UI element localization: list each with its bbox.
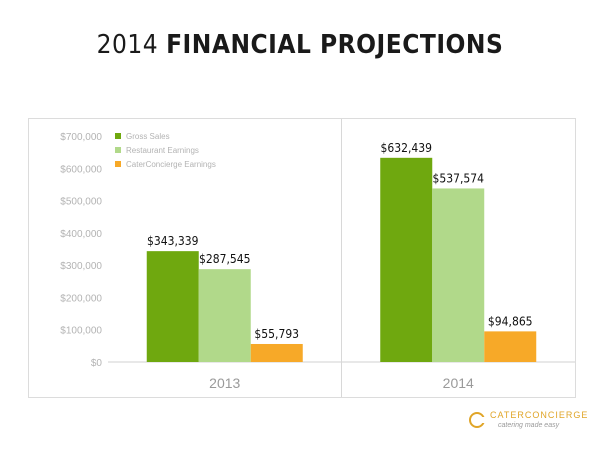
bar [250, 343, 303, 362]
legend-label: CaterConcierge Earnings [126, 160, 216, 169]
brand-tagline: catering made easy [498, 422, 560, 429]
y-tick-label: $600,000 [60, 164, 102, 175]
y-tick-label: $200,000 [60, 293, 102, 304]
bar [146, 251, 199, 362]
data-label: $287,545 [199, 252, 251, 266]
legend-label: Restaurant Earnings [126, 146, 199, 155]
page-title: 2014 FINANCIAL PROJECTIONS [0, 30, 600, 60]
data-label: $537,574 [433, 171, 485, 185]
data-label: $632,439 [381, 141, 433, 155]
legend-label: Gross Sales [126, 132, 170, 141]
y-tick-label: $700,000 [60, 132, 102, 143]
chart-frame: $0 $100,000 $200,000 $300,000 $400,000 $500,0… [28, 118, 576, 398]
bar [198, 269, 251, 362]
bar-chart: $0 $100,000 $200,000 $300,000 $400,000 $500,0… [60, 119, 575, 397]
x-tick-label: 2013 [209, 375, 240, 391]
y-tick-label: $500,000 [60, 197, 102, 208]
title-year: 2014 [96, 30, 159, 60]
y-tick-label: $400,000 [60, 229, 102, 240]
brand-name: CATERCONCIERGE [490, 410, 589, 420]
legend-swatch [115, 161, 121, 167]
y-tick-label: $100,000 [60, 326, 102, 337]
brand-mark-icon [469, 412, 486, 428]
data-label: $55,793 [254, 327, 299, 341]
data-label: $343,339 [147, 234, 199, 248]
legend-swatch [115, 133, 121, 139]
y-tick-label: $0 [91, 358, 103, 369]
brand-logo: CATERCONCIERGE catering made easy [468, 408, 587, 436]
legend-swatch [115, 147, 121, 153]
bar [432, 188, 485, 362]
data-label: $94,865 [488, 314, 533, 328]
title-text: FINANCIAL PROJECTIONS [166, 30, 504, 60]
bar [380, 157, 433, 362]
bar [484, 331, 537, 362]
x-tick-label: 2014 [443, 375, 474, 391]
y-tick-label: $300,000 [60, 261, 102, 272]
